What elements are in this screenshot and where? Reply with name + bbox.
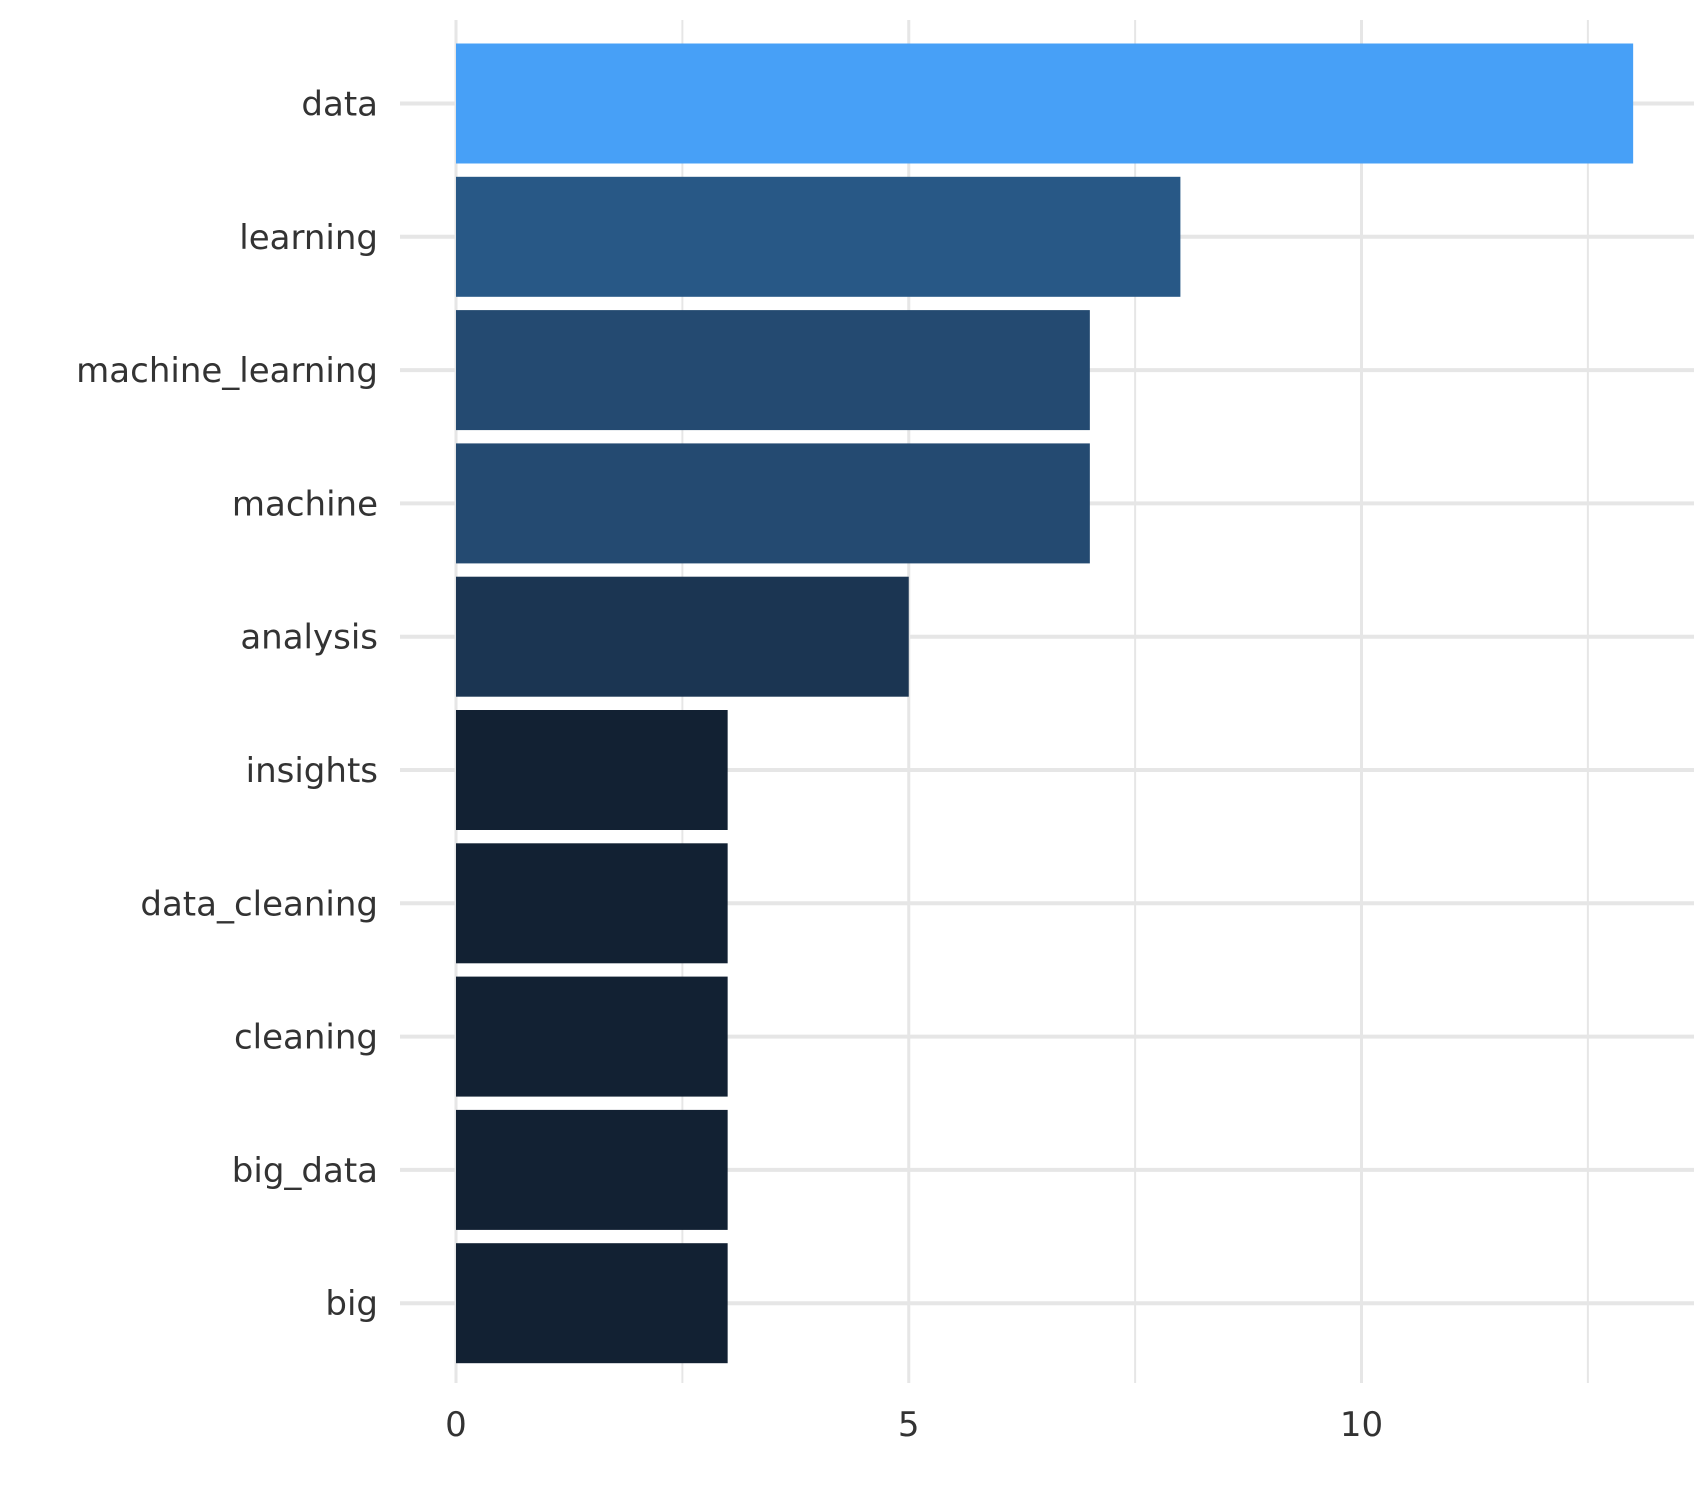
- bar-insights: [456, 710, 728, 830]
- bar-cleaning: [456, 976, 728, 1097]
- y-tick-label: analysis: [240, 618, 378, 658]
- x-tick-label: 0: [445, 1405, 467, 1445]
- bar-machine-learning: [456, 310, 1090, 431]
- y-tick-label: big: [325, 1284, 378, 1324]
- y-tick-label: machine: [232, 484, 378, 524]
- y-tick-label: data_cleaning: [140, 884, 378, 924]
- y-tick-label: machine_learning: [76, 351, 378, 391]
- x-tick-label: 10: [1340, 1405, 1383, 1445]
- y-tick-label: cleaning: [234, 1018, 378, 1058]
- bar-data-cleaning: [456, 843, 728, 964]
- bar-big: [456, 1243, 728, 1364]
- bar-data: [456, 43, 1634, 164]
- bar-big-data: [456, 1109, 728, 1230]
- bar-learning: [456, 176, 1181, 297]
- bar-machine: [456, 443, 1090, 564]
- x-axis-labels: 0 5 10: [445, 1405, 1383, 1445]
- bars: [456, 43, 1634, 1364]
- y-tick-label: data: [301, 85, 378, 125]
- y-tick-label: learning: [239, 218, 378, 258]
- y-tick-label: insights: [246, 751, 378, 791]
- y-tick-label: big_data: [232, 1151, 378, 1191]
- x-tick-label: 5: [898, 1405, 920, 1445]
- bar-analysis: [456, 576, 909, 697]
